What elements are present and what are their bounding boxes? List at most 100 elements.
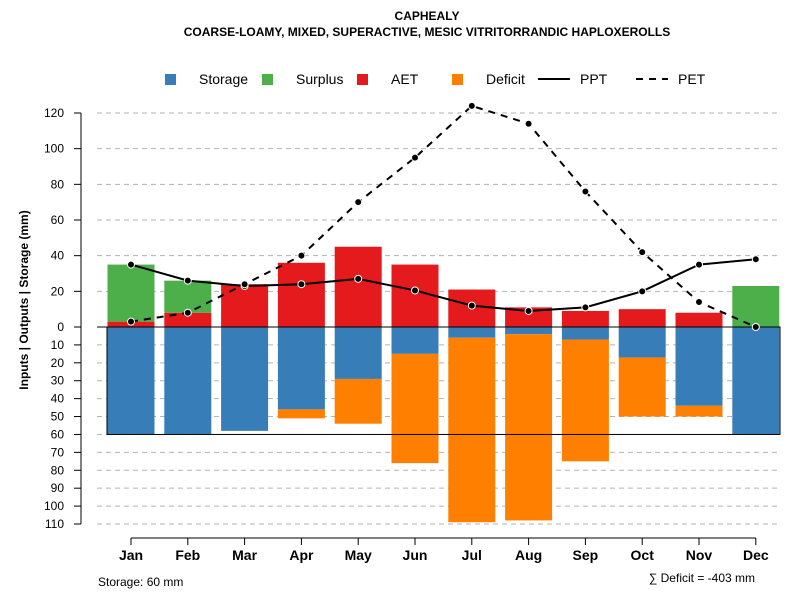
bar-storage-jun xyxy=(391,327,439,354)
bars xyxy=(107,246,780,523)
point-pet-apr xyxy=(297,251,306,260)
bar-storage-mar xyxy=(221,327,269,431)
legend-label-surplus: Surplus xyxy=(296,71,343,87)
point-ppt-sep xyxy=(581,303,590,312)
bar-storage-aug xyxy=(505,327,553,335)
legend-swatch-deficit xyxy=(452,74,463,85)
legend-swatch-surplus xyxy=(262,74,273,85)
bar-storage-jul xyxy=(448,327,496,338)
point-ppt-may xyxy=(354,274,363,283)
bar-deficit-apr xyxy=(277,409,325,419)
bar-storage-jan xyxy=(107,327,155,435)
line-ppt xyxy=(130,258,756,312)
bar-surplus-feb xyxy=(164,280,212,313)
y-tick-label-up-100: 100 xyxy=(44,142,64,156)
x-tick-label-jun: Jun xyxy=(403,547,428,563)
bar-surplus-jan xyxy=(107,264,155,322)
point-ppt-apr xyxy=(297,280,306,289)
x-tick-label-nov: Nov xyxy=(686,547,713,563)
y-tick-label-lo-50: 50 xyxy=(51,410,65,424)
point-ppt-nov xyxy=(695,260,703,269)
y-axis-label: Inputs | Outputs | Storage (mm) xyxy=(17,210,31,389)
point-ppt-feb xyxy=(183,276,192,285)
bar-deficit-jun xyxy=(391,353,439,464)
line-pet xyxy=(130,104,757,328)
y-tick-label-up-120: 120 xyxy=(44,106,64,120)
y-tick-label-lo-70: 70 xyxy=(51,445,65,459)
point-pet-oct xyxy=(638,248,647,257)
y-tick-label-lo-100: 100 xyxy=(44,499,64,513)
bar-aet-aug xyxy=(505,307,553,327)
bar-deficit-jul xyxy=(448,337,496,523)
y-tick-label-lo-30: 30 xyxy=(51,374,65,388)
bar-aet-apr xyxy=(277,262,325,327)
point-pet-mar xyxy=(240,280,249,289)
point-pet-sep xyxy=(581,187,590,196)
point-pet-jun xyxy=(411,153,419,162)
bar-aet-jun xyxy=(391,264,439,327)
point-pet-dec xyxy=(751,323,760,331)
axes: 120 100 80 60 40 20 0 10 20 30 40 50 60 70 80 90 100 110 J… xyxy=(44,106,769,563)
bar-aet-nov xyxy=(675,312,723,327)
bar-storage-feb xyxy=(164,327,212,435)
point-pet-may xyxy=(354,198,363,207)
bar-deficit-oct xyxy=(618,357,666,417)
bar-aet-may xyxy=(334,246,382,327)
y-tick-label-up-60: 60 xyxy=(51,213,65,227)
y-tick-label-up-0: 0 xyxy=(57,320,64,334)
legend-label-storage: Storage xyxy=(199,71,248,87)
y-tick-label-lo-60: 60 xyxy=(51,427,65,441)
y-tick-label-lo-20: 20 xyxy=(51,356,65,370)
bar-storage-sep xyxy=(561,327,609,340)
bar-deficit-aug xyxy=(505,334,553,521)
x-tick-label-mar: Mar xyxy=(232,547,257,563)
bar-aet-oct xyxy=(618,309,666,327)
bar-storage-apr xyxy=(277,327,325,410)
bar-deficit-may xyxy=(334,378,382,424)
point-ppt-oct xyxy=(638,287,647,296)
bar-aet-mar xyxy=(221,284,269,327)
legend: Storage Surplus AET Deficit PPT PET xyxy=(165,71,706,87)
y-tick-label-lo-80: 80 xyxy=(51,463,65,477)
legend-label-deficit: Deficit xyxy=(486,71,525,87)
x-tick-label-jan: Jan xyxy=(119,547,143,563)
x-tick-label-may: May xyxy=(345,547,372,563)
y-tick-label-up-80: 80 xyxy=(51,177,65,191)
point-pet-nov xyxy=(695,298,703,307)
x-tick-label-aug: Aug xyxy=(515,547,542,563)
point-ppt-jul xyxy=(467,301,476,310)
x-tick-label-dec: Dec xyxy=(743,547,769,563)
gridlines xyxy=(97,112,780,525)
x-tick-label-apr: Apr xyxy=(289,547,314,563)
y-tick-label-up-20: 20 xyxy=(51,284,65,298)
bar-surplus-dec xyxy=(732,285,780,327)
deficit-note: ∑ Deficit = -403 mm xyxy=(649,571,755,585)
point-pet-feb xyxy=(183,308,192,317)
bar-aet-sep xyxy=(561,310,609,327)
point-ppt-aug xyxy=(524,306,533,315)
legend-swatch-storage xyxy=(165,74,176,85)
x-tick-label-sep: Sep xyxy=(573,547,599,563)
point-pet-aug xyxy=(524,119,533,128)
legend-label-aet: AET xyxy=(391,71,419,87)
chart-title: CAPHEALY xyxy=(395,9,460,23)
point-ppt-dec xyxy=(751,255,760,264)
legend-label-ppt: PPT xyxy=(580,71,608,87)
storage-capacity-box xyxy=(97,326,781,435)
legend-swatch-aet xyxy=(357,74,368,85)
y-tick-label-up-40: 40 xyxy=(51,249,65,263)
x-tick-label-oct: Oct xyxy=(631,547,655,563)
bar-deficit-nov xyxy=(675,405,723,417)
point-pet-jan xyxy=(127,317,135,326)
bar-storage-may xyxy=(334,327,382,379)
bar-storage-dec xyxy=(732,327,780,435)
bar-aet-feb xyxy=(164,312,212,327)
bar-deficit-sep xyxy=(561,339,609,462)
point-ppt-jan xyxy=(127,260,135,269)
bar-storage-nov xyxy=(675,327,723,406)
x-tick-label-feb: Feb xyxy=(175,547,200,563)
x-tick-label-jul: Jul xyxy=(462,547,482,563)
chart-subtitle: COARSE-LOAMY, MIXED, SUPERACTIVE, MESIC … xyxy=(184,25,670,39)
bar-storage-oct xyxy=(618,327,666,358)
